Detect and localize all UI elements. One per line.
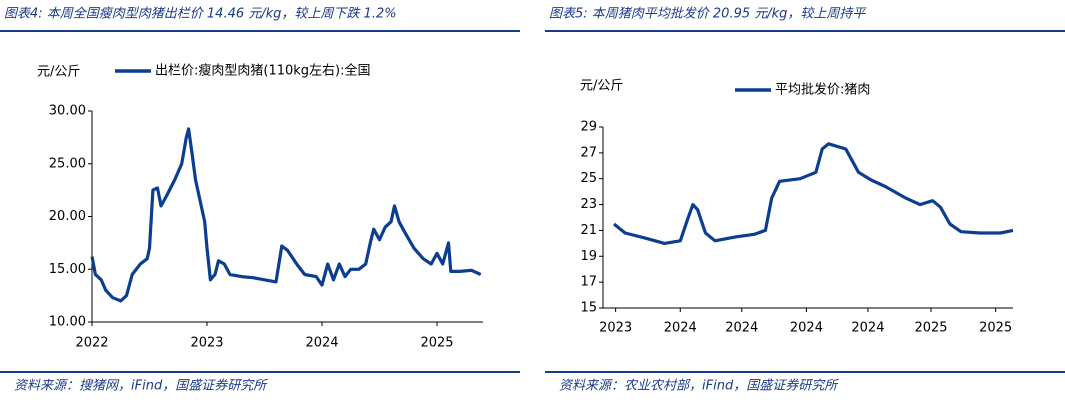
x-tick-label: 2025 bbox=[420, 336, 453, 351]
y-axis-label: 元/公斤 bbox=[37, 65, 80, 80]
x-tick-label: 2024 bbox=[790, 321, 823, 336]
legend-label: 出栏价:瘦肉型肉猪(110kg左右):全国 bbox=[155, 63, 371, 79]
y-tick-label: 25.00 bbox=[49, 156, 86, 171]
x-tick-label: 2023 bbox=[599, 321, 632, 336]
x-tick-label: 2025 bbox=[914, 321, 947, 336]
x-tick-label: 2025 bbox=[979, 321, 1012, 336]
y-tick-label: 19 bbox=[580, 249, 597, 264]
x-tick-label: 2023 bbox=[190, 336, 223, 351]
y-tick-label: 17 bbox=[580, 275, 597, 290]
y-tick-label: 29 bbox=[580, 120, 597, 135]
x-tick-label: 2024 bbox=[305, 336, 338, 351]
y-tick-label: 23 bbox=[580, 197, 597, 212]
y-tick-label: 25 bbox=[580, 171, 597, 186]
y-tick-label: 21 bbox=[580, 223, 597, 238]
y-tick-label: 15 bbox=[580, 301, 597, 316]
x-tick-label: 2024 bbox=[664, 321, 697, 336]
chart-title: 图表4: 本周全国瘦肉型肉猪出栏价 14.46 元/kg，较上周下跌 1.2% bbox=[4, 6, 397, 22]
x-tick-label: 2022 bbox=[75, 336, 108, 351]
x-tick-label: 2024 bbox=[725, 321, 758, 336]
y-tick-label: 15.00 bbox=[49, 262, 86, 277]
source: 资料来源：农业农村部，iFind，国盛证券研究所 bbox=[559, 378, 839, 394]
y-tick-label: 20.00 bbox=[49, 209, 86, 224]
y-tick-label: 27 bbox=[580, 145, 597, 160]
legend-label: 平均批发价:猪肉 bbox=[775, 82, 870, 98]
chart-title: 图表5: 本周猪肉平均批发价 20.95 元/kg，较上周持平 bbox=[549, 7, 867, 22]
y-axis-label: 元/公斤 bbox=[580, 79, 623, 94]
source: 资料来源：搜猪网，iFind，国盛证券研究所 bbox=[14, 378, 268, 394]
x-tick-label: 2024 bbox=[851, 321, 884, 336]
data-line bbox=[90, 127, 482, 303]
data-line bbox=[612, 142, 1014, 245]
y-tick-label: 10.00 bbox=[49, 315, 86, 330]
y-tick-label: 30.00 bbox=[49, 104, 86, 119]
